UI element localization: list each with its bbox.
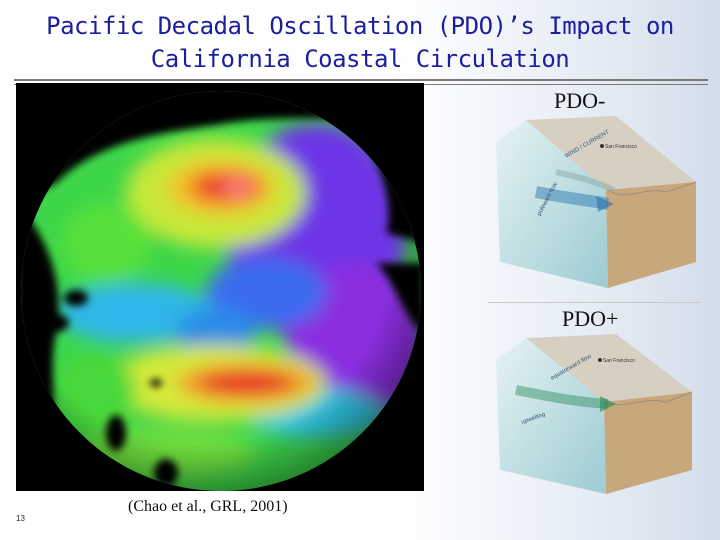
panel-divider	[488, 302, 700, 303]
pdo-minus-circulation-diagram: WIND / CURRENT poleward flow San Francis…	[496, 112, 702, 290]
svg-text:San Francisco: San Francisco	[605, 144, 637, 150]
svg-text:San Francisco: San Francisco	[603, 358, 635, 364]
title-underline	[14, 79, 708, 81]
page-number: 13	[16, 514, 25, 523]
pdo-minus-label: PDO-	[554, 88, 606, 113]
pdo-plus-circulation-diagram: equatorward flow upwelling San Francisco	[496, 330, 702, 496]
title-line-1: Pacific Decadal Oscillation (PDO)’s Impa…	[46, 12, 674, 40]
citation: (Chao et al., GRL, 2001)	[128, 498, 288, 515]
pdo-plus-label: PDO+	[562, 306, 619, 331]
slide-title: Pacific Decadal Oscillation (PDO)’s Impa…	[0, 10, 720, 76]
title-line-2: California Coastal Circulation	[150, 45, 570, 73]
pacific-globe-image	[16, 83, 424, 491]
